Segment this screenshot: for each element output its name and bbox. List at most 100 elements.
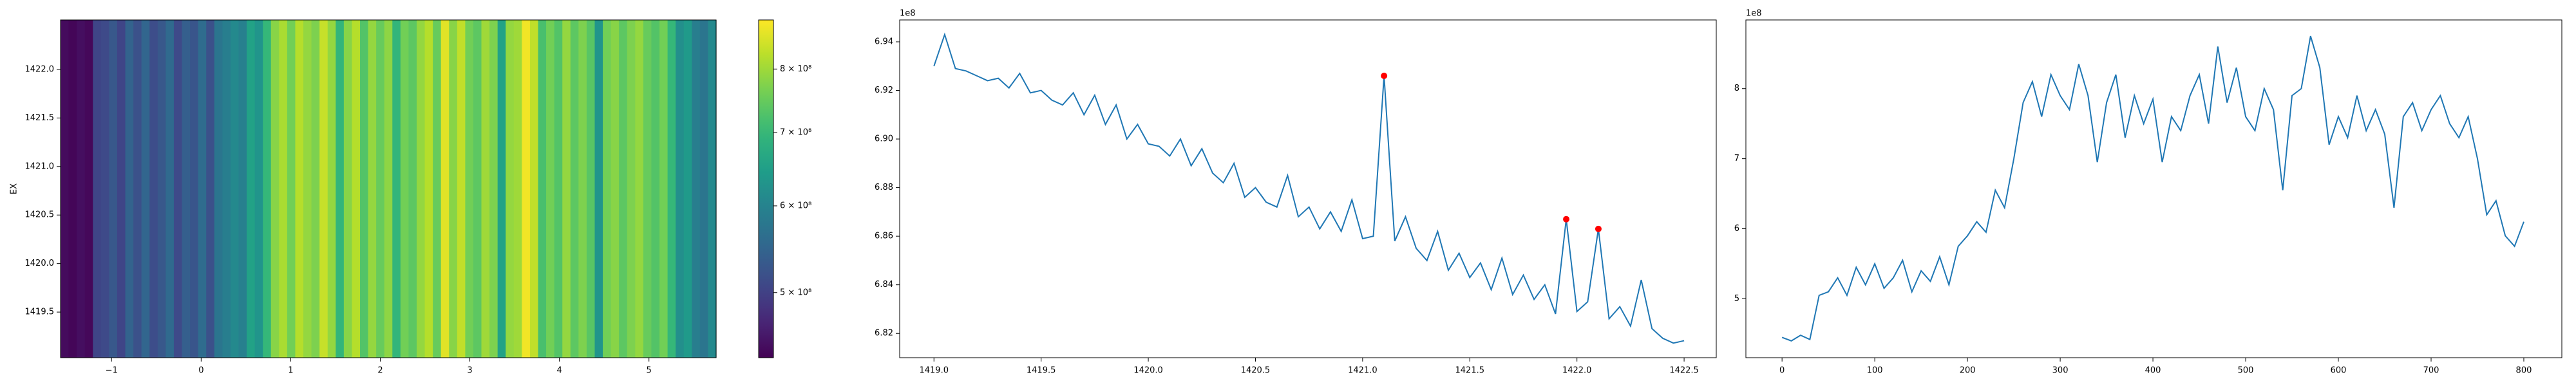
heatmap-cell — [440, 20, 450, 358]
heatmap-cell — [198, 20, 207, 358]
heatmap-cell — [683, 20, 692, 358]
x-tick-label: 1421.0 — [1348, 366, 1378, 376]
y-axis-label: EX — [10, 183, 19, 194]
y-tick-label: 6.82 — [875, 329, 893, 338]
y-tick-label: 1421.0 — [25, 161, 55, 171]
x-tick-label: 600 — [2331, 366, 2347, 376]
heatmap-cell — [93, 20, 102, 358]
heatmap-cell — [667, 20, 676, 358]
colorbar-tick-label: 8 × 10⁸ — [780, 64, 811, 74]
heatmap-cell — [263, 20, 272, 358]
x-tick-label: 2 — [377, 366, 383, 376]
x-tick-label: 300 — [2052, 366, 2069, 376]
heatmap-cell — [692, 20, 701, 358]
x-tick-label: 0 — [1779, 366, 1785, 376]
x-tick-label: 200 — [1960, 366, 1976, 376]
heatmap-cell — [457, 20, 466, 358]
heatmap-cell — [449, 20, 458, 358]
heatmap-cell — [157, 20, 166, 358]
heatmap-cell — [586, 20, 596, 358]
heatmap-cell — [651, 20, 660, 358]
heatmap-cell — [327, 20, 336, 358]
axes-frame — [1745, 19, 2562, 358]
y-tick-label: 5 — [1734, 294, 1739, 304]
heatmap-cell — [287, 20, 296, 358]
x-tick-label: 700 — [2423, 366, 2439, 376]
heatmap-cell — [254, 20, 263, 358]
y-tick-label: 6.84 — [875, 280, 893, 290]
y-tick-label: 6.94 — [875, 37, 893, 46]
heatmap-cell — [303, 20, 312, 358]
x-tick-label: 1419.5 — [1027, 366, 1056, 376]
x-tick-label: 5 — [647, 366, 652, 376]
heatmap-cell — [594, 20, 603, 358]
peak-marker — [1563, 216, 1570, 223]
heatmap-cell — [400, 20, 410, 358]
heatmap-cell — [149, 20, 158, 358]
x-tick-label: 1422.5 — [1669, 366, 1699, 376]
heatmap-cell — [489, 20, 498, 358]
y-tick-label: 1419.5 — [25, 308, 55, 317]
x-tick-label: 1422.0 — [1562, 366, 1592, 376]
heatmap-cell — [659, 20, 668, 358]
x-tick-label: 500 — [2238, 366, 2254, 376]
heatmap-cell — [465, 20, 474, 358]
x-tick-label: 0 — [198, 366, 204, 376]
heatmap-cell — [554, 20, 563, 358]
heatmap-cell — [352, 20, 361, 358]
heatmap-cell — [133, 20, 142, 358]
heatmap-cell — [173, 20, 183, 358]
heatmap-cell — [270, 20, 279, 358]
heatmap-cell — [295, 20, 304, 358]
colorbar-tick-label: 7 × 10⁸ — [780, 128, 811, 138]
heatmap-cell — [497, 20, 506, 358]
y-tick-label: 1421.5 — [25, 113, 55, 123]
heatmap-cell — [473, 20, 482, 358]
heatmap-cell — [247, 20, 256, 358]
heatmap-cell — [77, 20, 86, 358]
heatmap-cell — [529, 20, 539, 358]
y-tick-label: 1420.5 — [25, 210, 55, 220]
heatmap-cell — [368, 20, 377, 358]
heatmap-cell — [522, 20, 531, 358]
heatmap-cell — [61, 20, 70, 358]
heatmap-cell — [627, 20, 636, 358]
heatmap-cell — [384, 20, 393, 358]
heatmap-cell — [100, 20, 110, 358]
heatmap-cell — [68, 20, 77, 358]
heatmap-cell — [578, 20, 587, 358]
heatmap-cell — [230, 20, 240, 358]
heatmap-cell — [182, 20, 191, 358]
heatmap-cell — [699, 20, 709, 358]
x-tick-label: −1 — [106, 366, 118, 376]
axes-frame — [899, 19, 1717, 358]
x-tick-label: 1 — [288, 366, 293, 376]
heatmap-cell — [336, 20, 345, 358]
heatmap-cell — [611, 20, 620, 358]
offset-label: 1e8 — [900, 9, 916, 19]
x-tick-label: 400 — [2145, 366, 2161, 376]
peak-marker — [1595, 225, 1602, 232]
heatmap-cell — [141, 20, 150, 358]
colorbar-tick-label: 5 × 10⁸ — [780, 288, 811, 297]
y-tick-label: 1420.0 — [25, 259, 55, 268]
heatmap-cell — [416, 20, 426, 358]
x-tick-label: 100 — [1867, 366, 1883, 376]
heatmap-cell — [376, 20, 385, 358]
heatmap-cell — [424, 20, 433, 358]
peak-marker — [1381, 72, 1388, 79]
y-tick-label: 6.90 — [875, 134, 893, 144]
y-tick-label: 1422.0 — [25, 64, 55, 74]
heatmap-cell — [538, 20, 547, 358]
y-tick-label: 6.86 — [875, 232, 893, 241]
heatmap-cell — [117, 20, 126, 358]
heatmap-cell — [319, 20, 328, 358]
heatmap-cell — [513, 20, 522, 358]
heatmap-cell — [619, 20, 628, 358]
heatmap-cell — [676, 20, 685, 358]
heatmap-cell — [635, 20, 644, 358]
heatmap-cell — [214, 20, 223, 358]
heatmap-cell — [506, 20, 515, 358]
x-tick-label: 1420.5 — [1241, 366, 1271, 376]
